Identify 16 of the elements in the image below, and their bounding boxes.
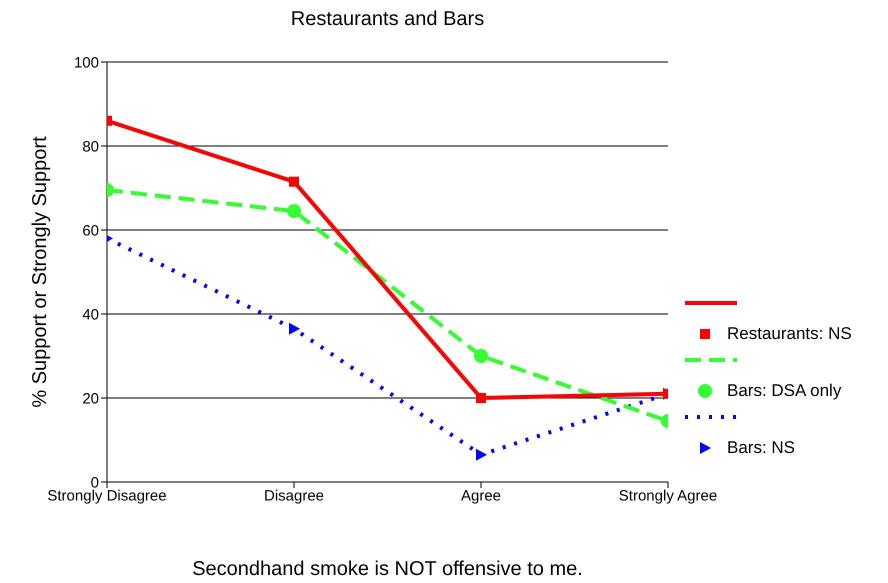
legend-label: Restaurants: NS (727, 324, 852, 344)
legend-label: Bars: DSA only (727, 381, 842, 401)
y-tick-label: 20 (82, 390, 99, 408)
chart-title: Restaurants and Bars (290, 8, 486, 31)
point (476, 448, 487, 461)
y-axis-title: % Support or Strongly Support (29, 136, 52, 408)
y-tick-label: 100 (74, 54, 99, 72)
x-tick-label: Strongly Agree (618, 488, 718, 505)
y-tick-label: 40 (82, 306, 99, 324)
legend-label: Bars: NS (727, 438, 796, 458)
y-tick-label: 60 (82, 222, 99, 240)
x-tick-label: Agree (460, 488, 502, 505)
x-tick-label: Disagree (264, 488, 324, 505)
x-axis-title: Secondhand smoke is NOT offensive to me. (191, 558, 584, 581)
point (289, 322, 300, 335)
y-tick-label: 80 (82, 138, 99, 156)
